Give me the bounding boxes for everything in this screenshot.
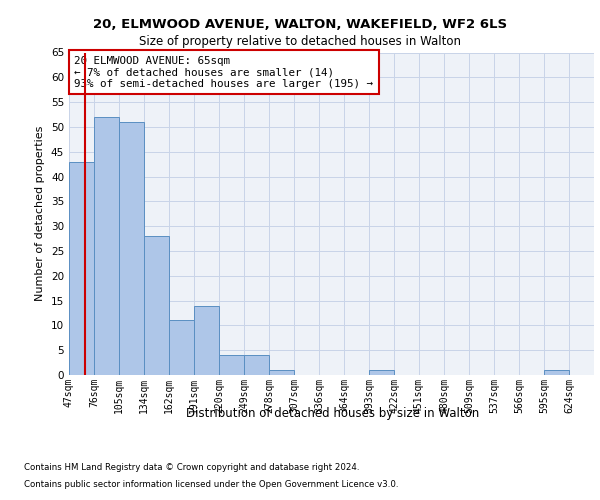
- Text: Contains public sector information licensed under the Open Government Licence v3: Contains public sector information licen…: [24, 480, 398, 489]
- Text: Distribution of detached houses by size in Walton: Distribution of detached houses by size …: [187, 408, 479, 420]
- Bar: [269, 370, 294, 375]
- Bar: [69, 162, 94, 375]
- Text: 20, ELMWOOD AVENUE, WALTON, WAKEFIELD, WF2 6LS: 20, ELMWOOD AVENUE, WALTON, WAKEFIELD, W…: [93, 18, 507, 30]
- Y-axis label: Number of detached properties: Number of detached properties: [35, 126, 46, 302]
- Bar: [169, 320, 194, 375]
- Bar: [119, 122, 144, 375]
- Bar: [144, 236, 169, 375]
- Text: Size of property relative to detached houses in Walton: Size of property relative to detached ho…: [139, 35, 461, 48]
- Bar: [94, 117, 119, 375]
- Bar: [219, 355, 244, 375]
- Bar: [194, 306, 219, 375]
- Text: 20 ELMWOOD AVENUE: 65sqm
← 7% of detached houses are smaller (14)
93% of semi-de: 20 ELMWOOD AVENUE: 65sqm ← 7% of detache…: [74, 56, 373, 89]
- Bar: [369, 370, 394, 375]
- Bar: [244, 355, 269, 375]
- Text: Contains HM Land Registry data © Crown copyright and database right 2024.: Contains HM Land Registry data © Crown c…: [24, 464, 359, 472]
- Bar: [544, 370, 569, 375]
